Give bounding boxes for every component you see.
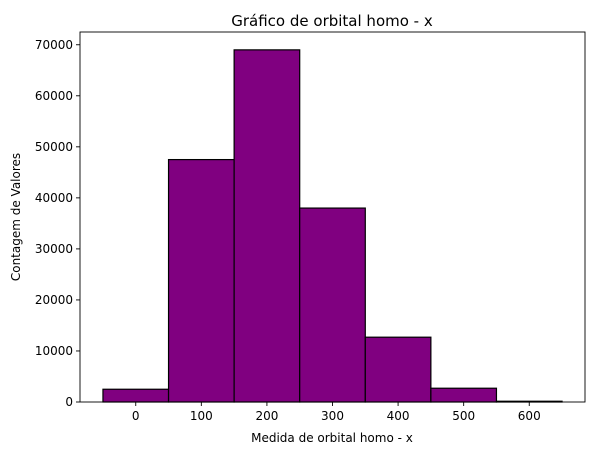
histogram-bar-2 [233, 49, 301, 403]
y-tick-label: 0 [65, 395, 73, 409]
chart-title: Gráfico de orbital homo - x [231, 12, 433, 30]
histogram-bar-5 [430, 387, 498, 403]
y-tick-label: 50000 [35, 140, 73, 154]
y-tick-label: 60000 [35, 89, 73, 103]
x-tick-label: 200 [255, 409, 278, 423]
x-tick-label: 500 [452, 409, 475, 423]
histogram-bar-4 [364, 336, 432, 403]
x-axis-ticks: 0 100 200 300 400 500 600 [132, 402, 541, 423]
histogram-bar-0 [102, 388, 170, 403]
x-tick-label: 400 [387, 409, 410, 423]
x-tick-label: 600 [518, 409, 541, 423]
y-tick-label: 20000 [35, 293, 73, 307]
y-axis-ticks: 0 10000 20000 30000 40000 50000 60000 70000 [35, 38, 80, 409]
x-tick-label: 300 [321, 409, 344, 423]
y-axis-label: Contagem de Valores [9, 153, 23, 281]
x-axis-label: Medida de orbital homo - x [251, 431, 413, 445]
x-tick-label: 100 [190, 409, 213, 423]
y-tick-label: 40000 [35, 191, 73, 205]
y-tick-label: 70000 [35, 38, 73, 52]
x-tick-label: 0 [132, 409, 140, 423]
y-tick-label: 30000 [35, 242, 73, 256]
histogram-bar-1 [167, 158, 235, 403]
bars-group [102, 49, 563, 403]
histogram-bar-3 [299, 207, 366, 403]
y-tick-label: 10000 [35, 344, 73, 358]
